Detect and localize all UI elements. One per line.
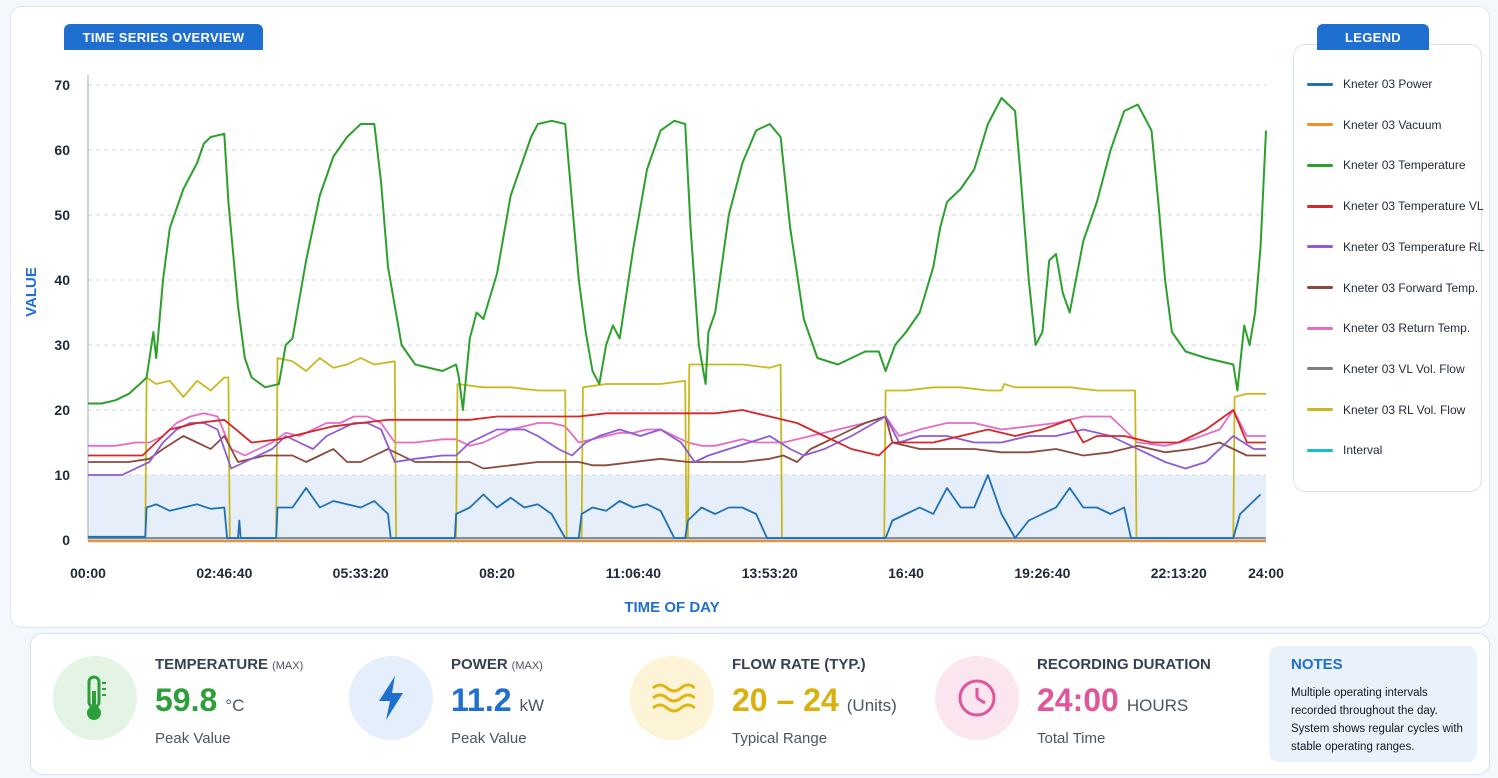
legend-swatch — [1307, 408, 1333, 412]
y-tick-label: 40 — [54, 272, 70, 288]
series-line-kneter-03-return-temp — [88, 409, 1266, 457]
y-tick-label: 70 — [54, 77, 70, 93]
x-axis-label: TIME OF DAY — [624, 599, 719, 616]
lightning-icon — [349, 656, 433, 740]
x-tick-label: 22:13:20 — [1151, 565, 1207, 581]
stat-power: POWER (MAX) 11.2 kW Peak Value — [327, 634, 617, 774]
clock-icon — [935, 656, 1019, 740]
legend-item: Kneter 03 Vacuum — [1307, 115, 1442, 135]
stat-duration: RECORDING DURATION 24:00 HOURS Total Time — [913, 634, 1243, 774]
y-tick-label: 50 — [54, 207, 70, 223]
legend-item: Kneter 03 Return Temp. — [1307, 318, 1470, 338]
legend-label: Kneter 03 Vacuum — [1343, 117, 1442, 132]
series-line-kneter-03-forward-temp — [88, 415, 1266, 470]
stat-temperature: TEMPERATURE (MAX) 59.8 °C Peak Value — [31, 634, 331, 774]
x-tick-label: 08:20 — [479, 565, 515, 581]
series-line-kneter-03-power — [88, 474, 1262, 539]
notes-title: NOTES — [1291, 656, 1343, 673]
legend-swatch — [1307, 204, 1333, 208]
legend-swatch — [1307, 326, 1333, 330]
legend-item: Kneter 03 Temperature RL — [1307, 237, 1484, 257]
legend-swatch — [1307, 286, 1333, 289]
x-tick-label: 24:00 — [1248, 565, 1284, 581]
x-tick-label: 19:26:40 — [1014, 565, 1070, 581]
legend-label: Kneter 03 VL Vol. Flow — [1343, 361, 1465, 376]
series-line-kneter-03-temperature — [88, 97, 1267, 411]
time-series-chart: 0 10 20 30 40 50 60 70 00:00 02:46:40 05:33:20 08:2… — [23, 75, 1284, 616]
legend-item: Kneter 03 Power — [1307, 74, 1432, 94]
y-tick-label: 30 — [54, 337, 70, 353]
y-axis-label: VALUE — [23, 267, 40, 317]
legend-label: Kneter 03 Forward Temp. — [1343, 280, 1479, 295]
legend-item: Kneter 03 RL Vol. Flow — [1307, 400, 1465, 420]
legend-panel — [1293, 44, 1482, 492]
x-tick-label: 16:40 — [888, 565, 924, 581]
stat-value: 59.8 °C — [155, 682, 245, 718]
stats-panel: TEMPERATURE (MAX) 59.8 °C Peak Value POWER… — [30, 633, 1490, 775]
legend-label: Kneter 03 Power — [1343, 77, 1433, 91]
x-tick-label: 11:06:40 — [606, 565, 661, 581]
y-tick-label: 10 — [54, 467, 70, 483]
legend-swatch — [1307, 163, 1333, 167]
stat-value: 24:00 HOURS — [1037, 682, 1189, 718]
legend-swatch — [1307, 448, 1333, 452]
stat-caption: Peak Value — [155, 730, 231, 747]
stat-title: FLOW RATE (TYP.) — [732, 656, 866, 673]
legend-swatch — [1307, 367, 1333, 371]
thermometer-icon — [53, 656, 137, 740]
legend-label: Kneter 03 Return Temp. — [1343, 321, 1471, 336]
legend-swatch — [1307, 82, 1333, 86]
x-tick-label: 05:33:20 — [333, 565, 389, 581]
series-line-kneter-03-temperature-rl — [88, 415, 1266, 476]
legend-label: Kneter 03 Temperature — [1343, 158, 1466, 173]
legend-item: Interval — [1307, 440, 1382, 460]
legend-swatch — [1307, 245, 1333, 249]
legend-label: Interval — [1343, 443, 1383, 458]
notes-text: Multiple operating intervals recorded th… — [1291, 687, 1463, 753]
y-tick-label: 0 — [62, 532, 70, 548]
notes-panel: NOTES Multiple operating intervals recor… — [1269, 646, 1477, 762]
x-tick-label: 13:53:20 — [742, 565, 798, 581]
legend-item: Kneter 03 Temperature — [1307, 155, 1466, 175]
legend-item: Kneter 03 Temperature VL — [1307, 196, 1484, 216]
legend-label: Kneter 03 Temperature RL — [1343, 239, 1485, 254]
legend-title-tab: LEGEND — [1317, 24, 1429, 50]
stat-caption: Peak Value — [451, 730, 527, 747]
legend-swatch — [1307, 123, 1333, 127]
series-line-kneter-03-temperature-vl — [88, 409, 1266, 457]
stat-caption: Typical Range — [732, 730, 828, 747]
legend-item: Kneter 03 Forward Temp. — [1307, 278, 1478, 298]
x-tick-label: 00:00 — [70, 565, 106, 581]
stat-title: TEMPERATURE (MAX) — [155, 656, 304, 673]
y-tick-label: 60 — [54, 142, 70, 158]
waves-icon — [630, 656, 714, 740]
legend-label: Kneter 03 Temperature VL — [1343, 199, 1484, 214]
x-tick-label: 02:46:40 — [196, 565, 252, 581]
stat-caption: Total Time — [1037, 730, 1106, 747]
stat-value: 11.2 kW — [451, 682, 545, 718]
stat-flow: FLOW RATE (TYP.) 20 – 24 (Units) Typical … — [608, 634, 918, 774]
chart-title-tab: TIME SERIES OVERVIEW — [64, 24, 263, 50]
stat-title: POWER (MAX) — [451, 656, 543, 673]
stat-value: 20 – 24 (Units) — [732, 682, 897, 718]
stat-title: RECORDING DURATION — [1037, 656, 1211, 673]
legend-title: LEGEND — [1345, 29, 1401, 45]
legend-item: Kneter 03 VL Vol. Flow — [1307, 359, 1465, 379]
chart-title: TIME SERIES OVERVIEW — [82, 29, 245, 45]
legend-label: Kneter 03 RL Vol. Flow — [1343, 402, 1466, 417]
y-tick-label: 20 — [54, 402, 70, 418]
